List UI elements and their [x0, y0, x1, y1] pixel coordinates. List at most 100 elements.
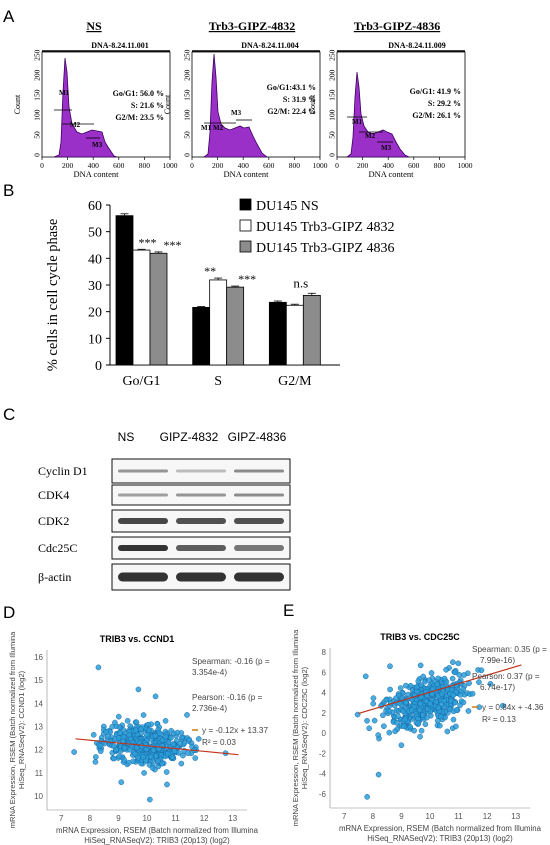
scatter-point — [469, 690, 476, 697]
scatter-point — [162, 733, 169, 740]
scatter-point — [450, 692, 457, 698]
scatter-point — [403, 682, 409, 689]
scatter-point — [180, 752, 186, 759]
scatter-ylabel: mRNA Expression, RSEM (Batch normalized … — [291, 629, 300, 826]
scatter-point — [162, 718, 169, 724]
histogram-plot: M1 M2 M3 Go/G1: 56.0 % S: 21.6 % G2/M: 2… — [41, 51, 171, 158]
scatter-point — [381, 723, 387, 730]
fit-line — [358, 664, 522, 714]
bar — [132, 249, 151, 366]
blot-band — [118, 518, 168, 524]
scatter-y-tick-label: 2 — [322, 709, 327, 718]
scatter-point — [500, 702, 506, 709]
scatter-point — [380, 712, 386, 719]
scatter-point — [417, 662, 424, 669]
stat-g1: Go/G1: 56.0 % — [113, 89, 164, 98]
scatter-point — [133, 719, 140, 726]
scatter-x-tick-label: 8 — [88, 814, 93, 823]
scatter-point — [97, 742, 104, 749]
scatter-point — [117, 730, 123, 736]
scatter-point — [362, 673, 369, 680]
bar-chart: 0 10 20 30 40 50 60 % cells in cell cycle phase… — [45, 198, 394, 389]
scatter-point — [121, 757, 128, 763]
hist-xlabel: DNA content — [223, 169, 269, 179]
scatter-point — [402, 699, 409, 706]
stat-g2m: G2/M: 26.1 % — [412, 111, 461, 120]
scatter-point — [387, 686, 393, 693]
blot-band — [118, 572, 168, 582]
marker-m2: M2 — [213, 124, 224, 132]
scatter-point — [443, 666, 449, 673]
scatter-point — [164, 750, 171, 757]
hist-x-tick-label: 400 — [238, 161, 250, 170]
hist-y-tick-label: 150 — [183, 89, 192, 101]
blot-band — [118, 545, 168, 551]
scatter-point — [411, 727, 417, 734]
blot-band — [234, 493, 284, 497]
significance-label: ** — [204, 264, 216, 278]
stat-spearman: Spearman: -0.16 (p = — [192, 657, 270, 666]
scatter-point — [465, 708, 472, 714]
hist-xlabel: DNA content — [368, 169, 414, 179]
scatter-point — [419, 712, 426, 718]
stat-s: S: 29.2 % — [428, 99, 461, 108]
stat-g1: Go/G1:43.1 % — [267, 83, 316, 92]
stat-spearman: Spearman: 0.35 (p = — [472, 645, 547, 654]
stat-r2: R² = 0.03 — [202, 738, 236, 747]
hist-y-tick-label: 50 — [328, 131, 337, 139]
scatter-y-tick-label: 0 — [322, 729, 327, 738]
scatter-point — [393, 719, 400, 726]
hist-y-tick-label: 50 — [183, 131, 192, 139]
hist-y-tick-label: 150 — [328, 89, 337, 101]
scatter-point — [400, 708, 406, 714]
scatter-point — [397, 685, 404, 691]
fit-line — [75, 738, 239, 756]
scatter-point — [417, 700, 424, 707]
histogram-fill — [345, 71, 410, 158]
bar-y-tick-label: 60 — [88, 199, 102, 214]
scatter-x-tick-label: 13 — [228, 814, 237, 823]
scatter-y-tick-label: 14 — [34, 699, 43, 708]
hist-x-tick-label: 200 — [212, 161, 224, 170]
hist-x-tick-label: 0 — [335, 161, 339, 170]
scatter-x-tick-label: 12 — [200, 814, 209, 823]
bar-y-tick-label: 20 — [88, 306, 102, 321]
scatter-point — [450, 716, 457, 723]
scatter-point — [135, 686, 142, 693]
hist-x-tick-label: 800 — [434, 161, 446, 170]
scatter-point — [179, 734, 185, 741]
scatter-point — [111, 755, 117, 762]
bar-category-label: S — [214, 374, 222, 389]
scatter-point — [178, 760, 185, 767]
scatter-y-tick-label: -4 — [319, 770, 327, 779]
histogram-fill — [53, 57, 118, 158]
blot-band — [118, 469, 168, 473]
scatter-point — [184, 712, 190, 718]
scatter-point — [174, 729, 181, 736]
bar — [226, 286, 245, 366]
bar-ylabel: % cells in cell cycle phase — [45, 219, 61, 372]
scatter-point — [386, 729, 393, 736]
blot-band — [118, 493, 168, 497]
bar-y-tick-label: 10 — [88, 332, 102, 347]
stat-g2m: G2/M: 23.5 % — [115, 113, 164, 122]
scatter-point — [460, 699, 467, 706]
hist-x-tick-label: 200 — [357, 161, 369, 170]
legend-label: DU145 Trb3-GIPZ 4836 — [256, 241, 394, 256]
scatter-point — [408, 707, 415, 714]
hist-x-tick-label: 800 — [289, 161, 301, 170]
scatter-point — [159, 760, 166, 767]
legend-swatch — [239, 240, 252, 253]
scatter-point — [414, 688, 420, 695]
marker-m2: M2 — [70, 121, 81, 129]
histogram-title: Trb3-GIPZ-4836 — [354, 19, 440, 33]
bar-y-tick-label: 0 — [95, 359, 102, 374]
hist-y-tick-label: 200 — [328, 69, 337, 81]
scatter-point — [153, 753, 159, 759]
scatter-point — [103, 728, 109, 735]
hist-x-tick-label: 400 — [88, 161, 100, 170]
panel-label-d: D — [3, 603, 15, 622]
bar-y-tick-label: 40 — [88, 252, 102, 267]
scatter-point — [433, 698, 439, 705]
panel-label-e: E — [283, 601, 294, 620]
